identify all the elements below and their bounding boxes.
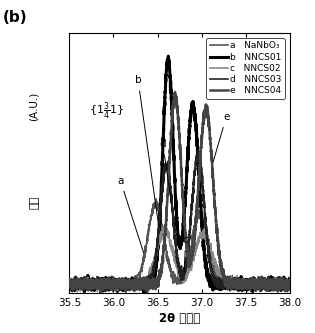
Text: e: e: [213, 112, 230, 163]
Text: c: c: [183, 235, 189, 272]
Text: 强度: 强度: [29, 195, 39, 209]
Legend: a   NaNbO₃, b   NNCS01, c   NNCS02, d   NNCS03, e   NNCS04: a NaNbO₃, b NNCS01, c NNCS02, d NNCS03, …: [206, 38, 285, 99]
Text: a: a: [117, 176, 143, 252]
Text: $\{1\frac{3}{4}1\}$: $\{1\frac{3}{4}1\}$: [89, 100, 124, 122]
X-axis label: 2θ （度）: 2θ （度）: [159, 312, 200, 325]
Text: (b): (b): [3, 10, 28, 25]
Text: d: d: [159, 139, 171, 201]
Text: (A.U.): (A.U.): [29, 91, 39, 121]
Text: b: b: [135, 76, 159, 227]
